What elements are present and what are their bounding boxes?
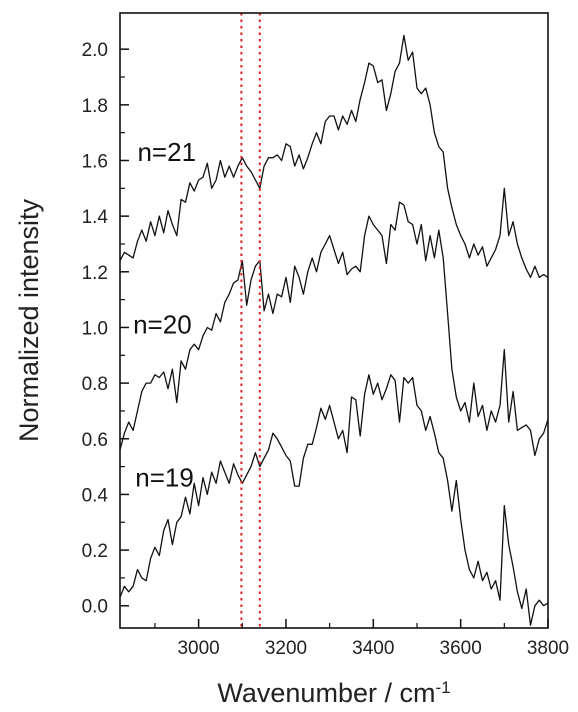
y-tick-label: 2.0	[82, 40, 108, 61]
y-tick-label: 0.4	[82, 485, 109, 506]
y-tick-label: 0.8	[82, 374, 108, 395]
y-tick-label: 1.6	[82, 151, 108, 172]
x-axis-title: Wavenumber / cm-1	[217, 678, 450, 709]
series-label-3: n=19	[135, 463, 194, 493]
y-tick-label: 1.2	[82, 263, 108, 284]
y-tick-label: 0.0	[82, 597, 108, 618]
y-tick-label: 1.8	[82, 96, 108, 117]
reference-line-layer	[240, 13, 261, 628]
series-line-3	[119, 374, 549, 626]
x-tick-label: 3200	[265, 638, 307, 659]
y-axis-title: Normalized intensity	[14, 198, 44, 442]
series-label-layer: n=21 n=20 n=19	[133, 137, 196, 493]
y-tick-label: 0.6	[82, 430, 108, 451]
x-tick-label: 3800	[527, 638, 569, 659]
y-tick-label: 1.0	[82, 318, 108, 339]
series-label-1: n=21	[137, 137, 196, 167]
x-tick-label: 3000	[177, 638, 219, 659]
tick-layer: 0.0 0.2 0.4 0.6 0.8 1.0 1.2 1.4 1.6 1.8 2.0 3000 320…	[82, 40, 570, 659]
series-line-1	[119, 34, 549, 279]
x-axis-title-text: Wavenumber / cm	[217, 678, 435, 708]
x-tick-label: 3600	[440, 638, 482, 659]
series-label-2: n=20	[133, 310, 192, 340]
series-layer	[119, 34, 549, 626]
y-tick-label: 1.4	[82, 207, 109, 228]
x-tick-label: 3400	[352, 638, 394, 659]
plot-frame	[119, 12, 549, 629]
series-line-2	[119, 201, 549, 457]
y-tick-label: 0.2	[82, 541, 108, 562]
x-axis-title-superscript: -1	[435, 678, 450, 697]
